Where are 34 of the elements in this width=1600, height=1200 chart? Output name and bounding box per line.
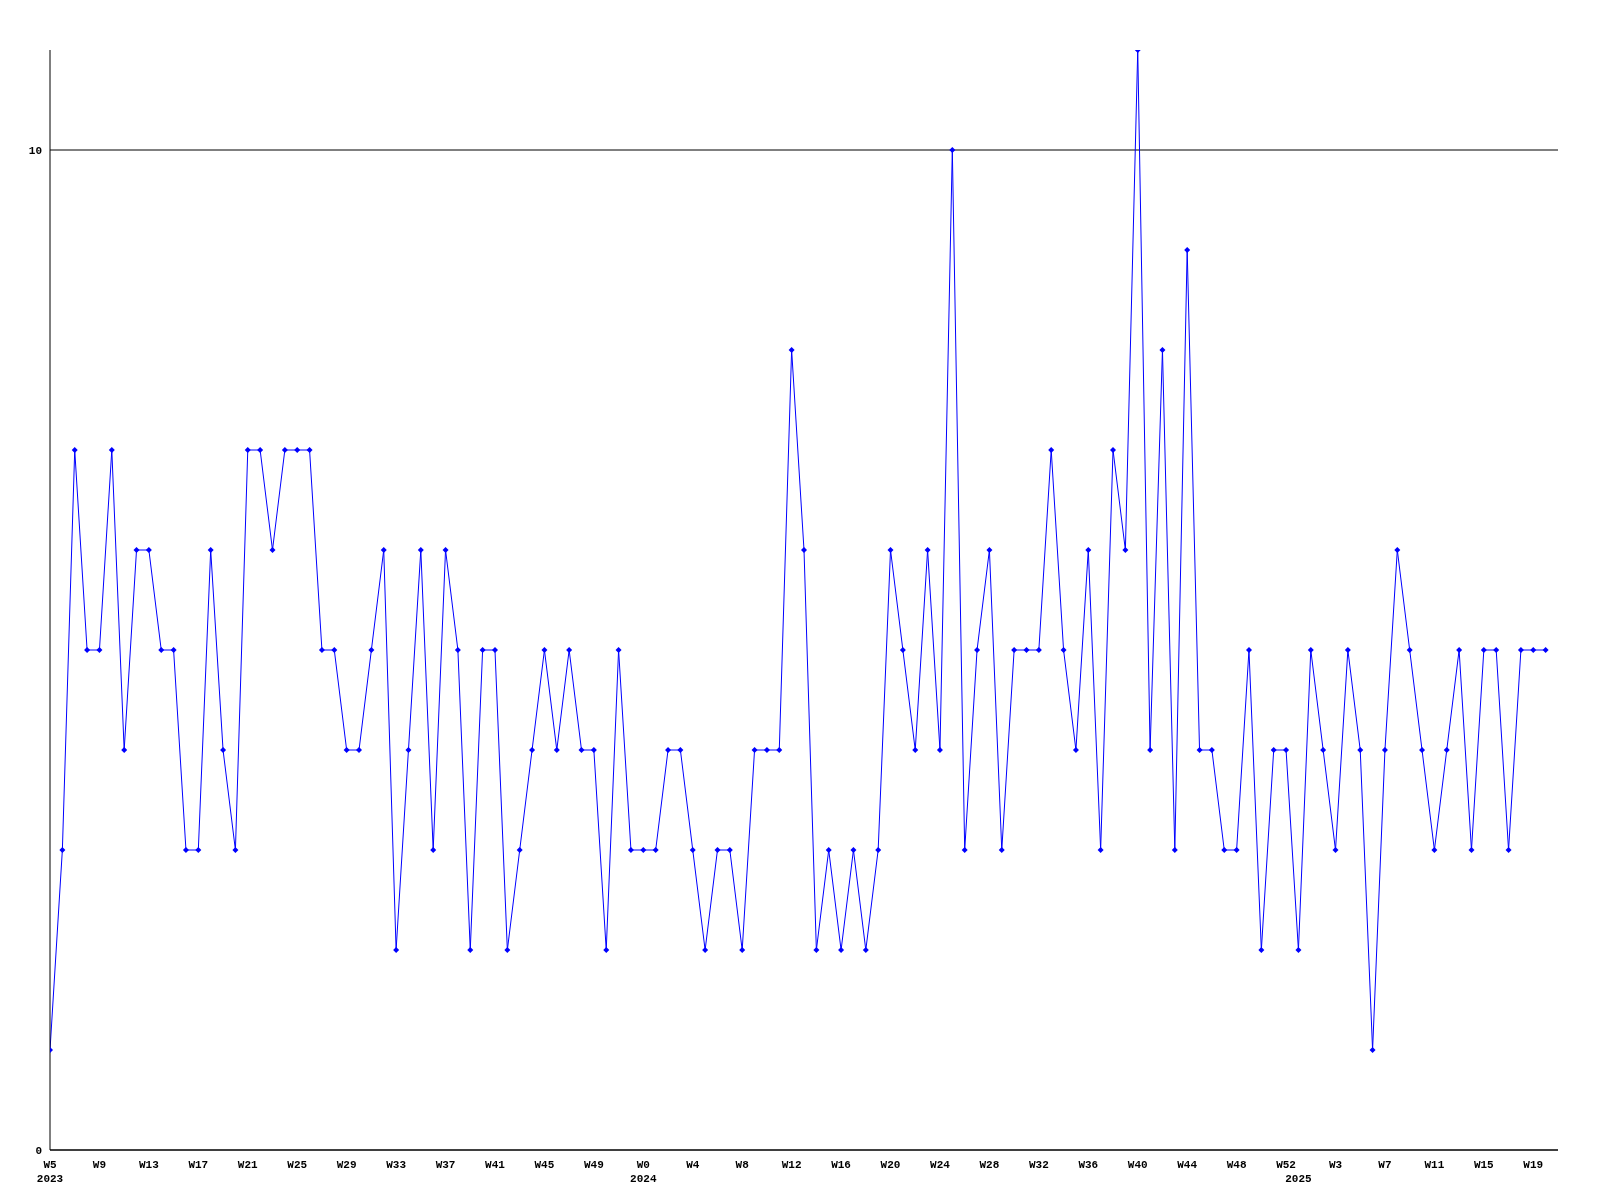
x-tick-label: W0 2024 (630, 1159, 657, 1185)
x-tick-label: W21 (237, 1159, 259, 1171)
x-tick-label: W20 (880, 1159, 901, 1171)
x-tick-label: W37 (435, 1159, 456, 1171)
x-tick-label: W8 (735, 1159, 750, 1171)
x-tick-label: W48 (1226, 1159, 1247, 1171)
x-tick-label: W16 (831, 1159, 851, 1171)
x-tick-label: W52 (1276, 1159, 1296, 1171)
x-tick-label: W7 (1378, 1159, 1392, 1171)
x-tick-label: W44 (1177, 1159, 1198, 1171)
y-tick-label: 0 (35, 1144, 42, 1157)
x-tick-label: W3 (1328, 1159, 1343, 1171)
x-tick-label: W9 (92, 1159, 107, 1171)
x-tick-label: W41 (485, 1159, 506, 1171)
x-tick-label: W24 (930, 1159, 951, 1171)
x-tick-label: W32 (1028, 1159, 1049, 1171)
x-tick-label: W45 (534, 1159, 555, 1171)
x-tick-label: W40 (1127, 1159, 1148, 1171)
x-tick-label: W29 (336, 1159, 357, 1171)
x-tick-label: W5 2023 (36, 1159, 64, 1185)
x-tick-label: W4 (686, 1159, 700, 1171)
x-tick-label: W28 (979, 1159, 1000, 1171)
x-tick-label: W17 (188, 1159, 209, 1171)
x-tick-label: W49 (583, 1159, 604, 1171)
x-tick-label: W33 (386, 1159, 407, 1171)
x-tick-label: W19 (1523, 1159, 1544, 1171)
x-tick-label: W12 (781, 1159, 802, 1171)
x-tick-label: W11 (1424, 1159, 1445, 1171)
y-tick-label: 10 (28, 144, 42, 157)
x-tick-label: W25 (287, 1159, 308, 1171)
x-tick-label: 2025 (1285, 1173, 1313, 1185)
x-tick-label: W15 (1473, 1159, 1495, 1171)
x-tick-label: W13 (138, 1159, 160, 1171)
x-tick-label: W36 (1078, 1159, 1099, 1171)
